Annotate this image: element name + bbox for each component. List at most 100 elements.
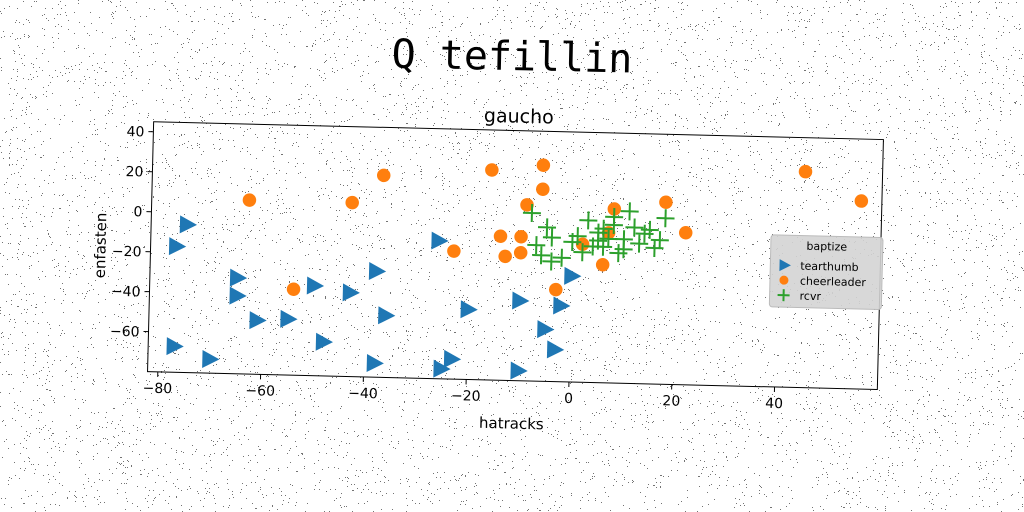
- data-point-rcvr: [589, 231, 608, 250]
- data-point-rcvr: [538, 218, 557, 237]
- data-point-cheerleader: [376, 168, 391, 183]
- y-axis-label: enfasten: [91, 212, 111, 278]
- y-tick-label: 40: [126, 124, 144, 140]
- x-tick-label: 40: [765, 396, 783, 412]
- data-point-tearthumb: [249, 311, 267, 330]
- data-point-rcvr: [650, 231, 669, 250]
- data-point-cheerleader: [659, 195, 673, 210]
- y-tick-label: −20: [112, 244, 142, 261]
- data-point-rcvr: [645, 238, 664, 258]
- data-point-tearthumb: [166, 337, 184, 356]
- data-point-tearthumb: [510, 361, 528, 380]
- y-tick-label: −60: [110, 324, 140, 341]
- y-axis-ticks: −60 −40 −20 0 20 40: [110, 124, 154, 341]
- data-point-rcvr: [614, 240, 633, 259]
- data-point-cheerleader: [286, 282, 301, 296]
- data-point-rcvr: [532, 246, 551, 265]
- data-point-tearthumb: [460, 300, 478, 319]
- data-point-tearthumb: [342, 283, 360, 302]
- data-point-rcvr: [522, 203, 541, 223]
- legend-label-rcvr: rcvr: [799, 290, 821, 304]
- data-point-cheerleader: [536, 158, 551, 173]
- data-point-cheerleader: [242, 193, 257, 207]
- data-point-tearthumb: [280, 309, 298, 328]
- scatter-chart: gaucho −80 −60 −40 −20 0 20 40 −60−40−2002040 …: [91, 105, 884, 434]
- chart-container: gaucho −80 −60 −40 −20 0 20 40 −60 −40 −20 0 20 40 …: [76, 90, 904, 460]
- legend-marker-cheerleader: [779, 275, 789, 285]
- legend-title: baptize: [806, 240, 847, 254]
- data-point-rcvr: [594, 219, 613, 238]
- data-point-cheerleader: [520, 198, 534, 212]
- data-point-cheerleader: [798, 164, 813, 179]
- data-point-tearthumb: [366, 354, 384, 373]
- data-marks: [166, 158, 869, 380]
- data-point-rcvr: [640, 220, 659, 239]
- legend-box: [768, 234, 884, 310]
- data-point-tearthumb: [229, 268, 248, 287]
- legend-marker-tearthumb: [779, 259, 791, 272]
- data-point-tearthumb: [433, 359, 451, 378]
- series-rcvr: [522, 202, 675, 271]
- data-point-tearthumb: [512, 291, 530, 310]
- data-point-cheerleader: [595, 257, 610, 272]
- data-point-cheerleader: [493, 229, 508, 243]
- data-point-cheerleader: [549, 282, 563, 297]
- legend-label-tearthumb: tearthumb: [800, 260, 859, 274]
- data-point-tearthumb: [315, 332, 334, 351]
- data-point-rcvr: [579, 211, 598, 230]
- x-tick-label: −60: [245, 383, 275, 400]
- data-point-tearthumb: [553, 296, 571, 315]
- data-point-rcvr: [542, 252, 561, 271]
- data-point-tearthumb: [229, 286, 247, 305]
- data-point-cheerleader: [514, 229, 528, 244]
- data-point-cheerleader: [513, 245, 528, 260]
- y-tick-label: 20: [125, 164, 143, 180]
- x-tick-label: −80: [142, 381, 172, 398]
- data-point-tearthumb: [179, 215, 198, 234]
- data-point-tearthumb: [564, 266, 582, 285]
- data-point-tearthumb: [378, 306, 396, 325]
- series-tearthumb: [166, 215, 582, 380]
- data-point-rcvr: [527, 236, 546, 255]
- data-point-tearthumb: [168, 237, 187, 256]
- x-tick-label: −40: [348, 386, 378, 403]
- data-point-tearthumb: [546, 340, 565, 359]
- data-point-tearthumb: [306, 276, 325, 295]
- legend-label-cheerleader: cheerleader: [800, 275, 867, 290]
- data-point-rcvr: [552, 248, 571, 267]
- data-point-tearthumb: [431, 231, 449, 250]
- x-axis-ticks: −80 −60 −40 −20 0 20 40: [142, 371, 783, 412]
- data-point-cheerleader: [498, 249, 512, 264]
- data-point-rcvr: [542, 228, 561, 247]
- data-point-tearthumb: [537, 320, 555, 339]
- data-point-cheerleader: [485, 163, 499, 177]
- x-axis-label: hatracks: [479, 414, 544, 434]
- data-point-rcvr: [573, 243, 592, 262]
- data-point-tearthumb: [202, 349, 220, 368]
- data-point-cheerleader: [678, 226, 693, 240]
- y-tick-label: −40: [111, 284, 141, 301]
- data-point-rcvr: [604, 215, 623, 235]
- data-point-rcvr: [630, 234, 649, 253]
- data-point-tearthumb: [443, 349, 462, 368]
- legend-marker-rcvr: [777, 289, 790, 302]
- data-point-cheerleader: [854, 194, 869, 208]
- y-tick-label: 0: [133, 204, 142, 220]
- data-point-cheerleader: [536, 182, 550, 197]
- x-tick-label: −20: [451, 388, 481, 405]
- series-cheerleader: [242, 158, 869, 297]
- data-point-cheerleader: [447, 244, 461, 258]
- data-point-tearthumb: [368, 262, 387, 281]
- data-point-rcvr: [568, 227, 587, 246]
- data-point-rcvr: [620, 202, 639, 221]
- data-point-rcvr: [656, 209, 675, 228]
- x-tick-label: 20: [662, 393, 680, 409]
- data-point-cheerleader: [345, 195, 359, 210]
- chart-title: gaucho: [484, 105, 554, 129]
- x-tick-label: 0: [564, 391, 573, 407]
- data-point-rcvr: [625, 218, 644, 237]
